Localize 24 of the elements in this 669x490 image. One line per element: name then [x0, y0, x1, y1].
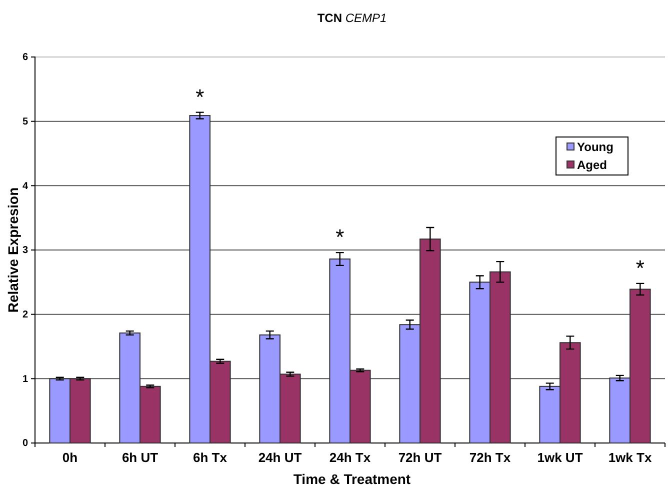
x-axis-title: Time & Treatment: [293, 471, 411, 487]
x-tick-label: 0h: [62, 450, 78, 466]
chart-title: TCN CEMP1: [317, 11, 387, 25]
y-axis-title: Relative Expresion: [5, 187, 21, 313]
annotation: *: [336, 224, 345, 250]
y-tick-label: 6: [22, 52, 28, 64]
legend-label: Aged: [577, 158, 607, 172]
x-tick-label: 24h UT: [258, 450, 302, 466]
y-tick-label: 4: [22, 180, 28, 192]
x-tick-label: 6h UT: [122, 450, 158, 466]
x-tick-label: 1wk Tx: [608, 450, 652, 466]
x-tick-label: 72h Tx: [469, 450, 512, 466]
y-tick-label: 0: [22, 438, 28, 450]
x-tick-label: 1wk UT: [537, 450, 583, 466]
y-tick-label: 5: [22, 116, 28, 128]
y-tick-label: 3: [22, 245, 28, 256]
annotation: *: [636, 255, 645, 280]
legend-label: Young: [577, 140, 614, 154]
x-tick-label: 24h Tx: [329, 450, 372, 466]
x-tick-label: 6h Tx: [193, 450, 228, 466]
y-tick-label: 2: [22, 310, 28, 321]
x-tick-label: 72h UT: [398, 450, 442, 466]
annotation: *: [196, 84, 205, 110]
y-tick-label: 1: [22, 374, 28, 385]
